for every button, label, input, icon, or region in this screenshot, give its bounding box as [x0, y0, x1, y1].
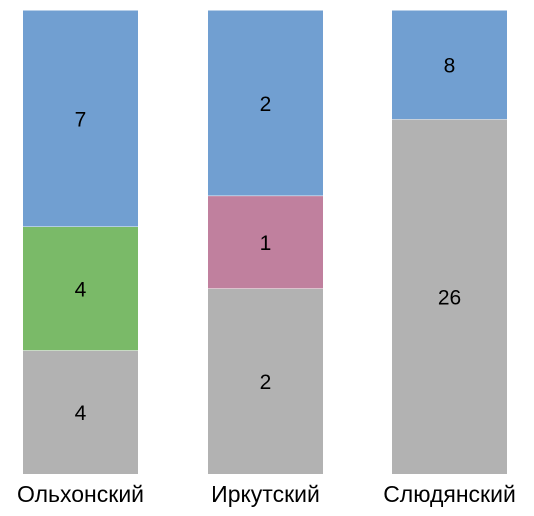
data-label: 2 — [260, 93, 272, 116]
data-label: 4 — [75, 278, 87, 301]
bars-layer — [23, 9, 507, 475]
bar-segment — [23, 226, 138, 351]
category-label: Ольхонский — [17, 481, 144, 507]
category-labels-layer: Ольхонский Иркутский Слюдянский — [17, 481, 516, 507]
data-label: 1 — [260, 232, 272, 255]
bar-segment — [208, 195, 323, 289]
bar-segment — [208, 10, 323, 196]
data-label: 7 — [75, 108, 87, 131]
data-label: 4 — [75, 402, 87, 425]
bar-segment — [23, 10, 138, 227]
bar-segment — [392, 119, 507, 475]
data-label: 2 — [260, 371, 272, 394]
data-label: 26 — [438, 287, 461, 310]
data-label: 8 — [444, 55, 456, 78]
data-labels-layer: 4 4 7 2 1 2 26 8 — [75, 55, 462, 426]
category-label: Слюдянский — [383, 481, 516, 507]
bar-segment — [208, 288, 323, 474]
bar-segment — [23, 350, 138, 474]
category-label: Иркутский — [211, 481, 320, 507]
bar-segment — [392, 10, 507, 120]
